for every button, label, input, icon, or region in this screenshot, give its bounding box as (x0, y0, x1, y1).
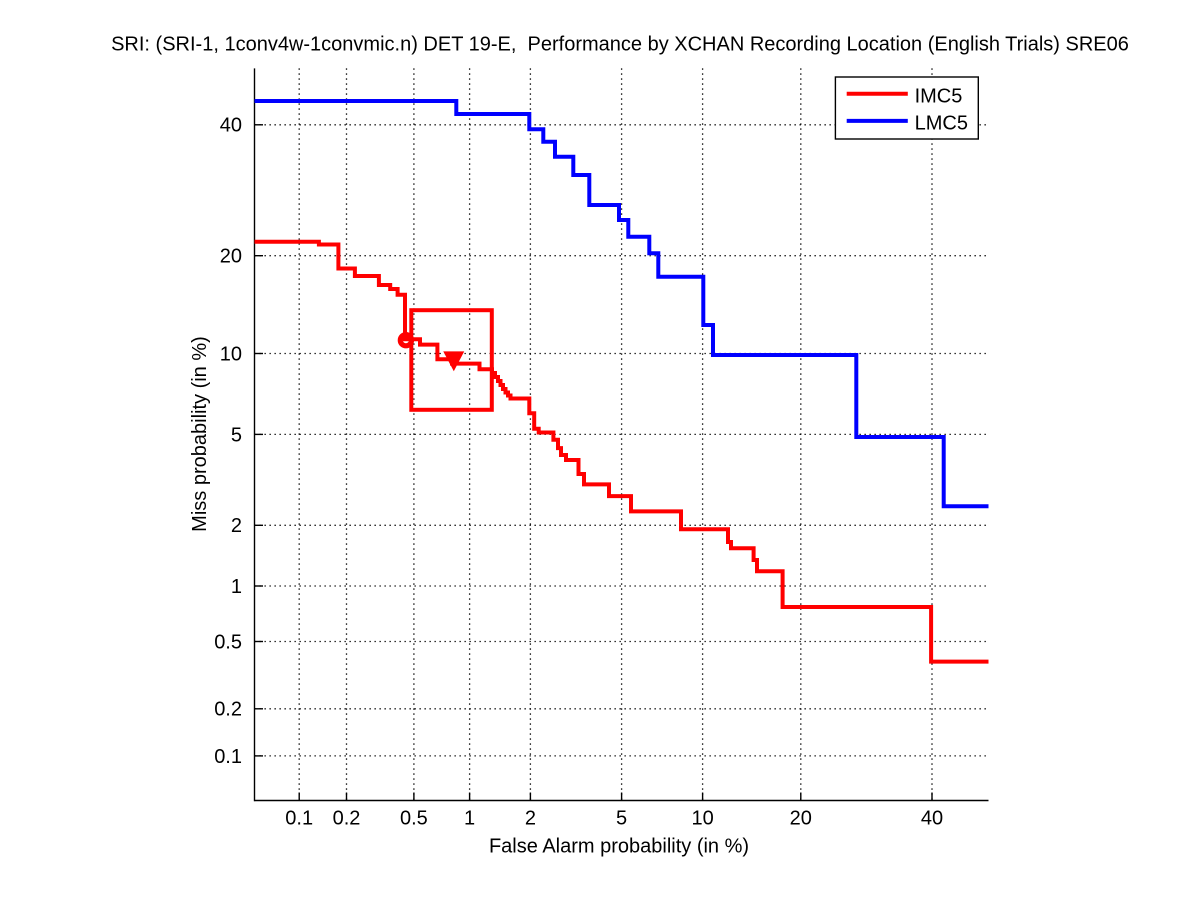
svg-text:0.1: 0.1 (214, 746, 242, 768)
svg-text:0.5: 0.5 (214, 631, 242, 653)
svg-text:0.2: 0.2 (214, 699, 242, 721)
svg-text:10: 10 (691, 808, 713, 830)
svg-text:Miss probability (in %): Miss probability (in %) (189, 336, 211, 532)
svg-text:SRI: (SRI-1, 1conv4w-1convmic.: SRI: (SRI-1, 1conv4w-1convmic.n) DET 19-… (111, 34, 1129, 56)
svg-text:40: 40 (220, 115, 242, 137)
svg-text:10: 10 (220, 343, 242, 365)
svg-text:5: 5 (616, 808, 627, 830)
svg-text:LMC5: LMC5 (915, 113, 968, 135)
svg-text:0.1: 0.1 (285, 808, 313, 830)
svg-text:40: 40 (921, 808, 943, 830)
svg-text:20: 20 (790, 808, 812, 830)
svg-text:1: 1 (231, 576, 242, 598)
svg-text:IMC5: IMC5 (915, 86, 963, 108)
svg-text:1: 1 (464, 808, 475, 830)
svg-text:2: 2 (231, 515, 242, 537)
svg-text:2: 2 (525, 808, 536, 830)
svg-text:0.2: 0.2 (333, 808, 361, 830)
svg-text:20: 20 (220, 246, 242, 268)
svg-text:5: 5 (231, 424, 242, 446)
svg-text:False Alarm probability (in %): False Alarm probability (in %) (489, 836, 749, 858)
svg-text:0.5: 0.5 (400, 808, 428, 830)
